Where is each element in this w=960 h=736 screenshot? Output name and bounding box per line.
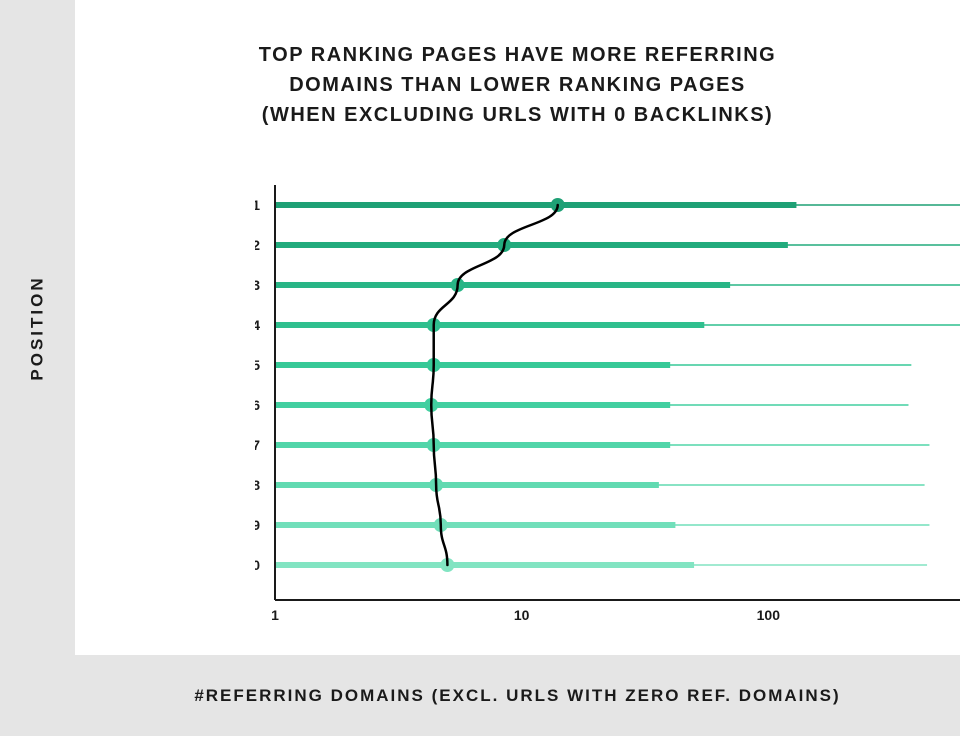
- y-tick-label: 9: [255, 517, 260, 533]
- y-tick-label: 2: [255, 237, 260, 253]
- y-tick-label: 7: [255, 437, 260, 453]
- trend-line: [431, 205, 557, 565]
- y-tick-label: 5: [255, 357, 260, 373]
- chart-svg: 123456789101101001K: [255, 185, 960, 620]
- x-tick-label: 1: [271, 607, 279, 620]
- y-tick-label: 8: [255, 477, 260, 493]
- plot-area: 123456789101101001K: [255, 185, 960, 620]
- y-tick-label: 10: [255, 557, 260, 573]
- y-tick-label: 4: [255, 317, 260, 333]
- x-tick-label: 10: [514, 607, 530, 620]
- y-axis-label-container: POSITION: [0, 0, 75, 655]
- x-axis-label: #REFERRING DOMAINS (EXCL. URLS WITH ZERO…: [75, 655, 960, 736]
- chart-title: TOP RANKING PAGES HAVE MORE REFERRING DO…: [75, 40, 960, 130]
- y-tick-label: 6: [255, 397, 260, 413]
- x-tick-label: 100: [757, 607, 781, 620]
- y-axis-label: POSITION: [28, 275, 48, 380]
- y-tick-label: 3: [255, 277, 260, 293]
- y-tick-label: 1: [255, 197, 260, 213]
- chart-panel: TOP RANKING PAGES HAVE MORE REFERRING DO…: [75, 0, 960, 655]
